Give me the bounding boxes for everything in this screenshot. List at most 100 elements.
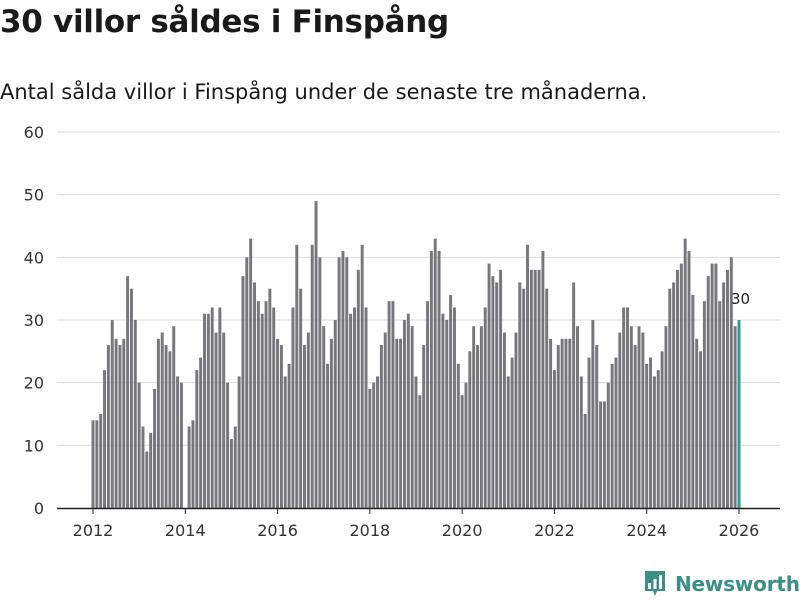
bar bbox=[141, 426, 145, 508]
bar bbox=[476, 345, 479, 508]
x-tick-label: 2024 bbox=[626, 521, 667, 540]
bar bbox=[572, 282, 576, 508]
x-tick-label: 2016 bbox=[257, 521, 298, 540]
bar bbox=[172, 326, 176, 508]
bar bbox=[514, 332, 518, 508]
y-tick-label: 10 bbox=[24, 436, 44, 455]
bar bbox=[552, 370, 556, 508]
bar bbox=[226, 382, 230, 508]
bar bbox=[499, 269, 503, 508]
bar bbox=[479, 326, 483, 508]
bar bbox=[206, 313, 210, 508]
bar bbox=[529, 269, 533, 508]
bar bbox=[391, 301, 395, 508]
bar bbox=[360, 244, 364, 509]
bar bbox=[276, 338, 280, 508]
bar bbox=[591, 320, 595, 508]
bar bbox=[656, 370, 660, 508]
bar bbox=[649, 357, 653, 508]
bar bbox=[199, 357, 203, 508]
bar bbox=[729, 257, 733, 508]
bar bbox=[295, 244, 299, 509]
bar bbox=[326, 363, 330, 508]
bar bbox=[695, 338, 699, 508]
bar bbox=[699, 351, 703, 508]
bar bbox=[156, 338, 160, 508]
bar bbox=[222, 332, 226, 508]
bar bbox=[718, 301, 722, 508]
bar bbox=[160, 332, 164, 508]
bar bbox=[356, 269, 360, 508]
newsworthy-logo-icon bbox=[645, 571, 665, 596]
bar bbox=[614, 357, 618, 508]
bar bbox=[299, 288, 303, 508]
y-tick-label: 40 bbox=[24, 248, 44, 267]
bar bbox=[502, 332, 506, 508]
bar bbox=[468, 351, 472, 508]
bar bbox=[233, 426, 237, 508]
bar bbox=[645, 363, 649, 508]
bar bbox=[399, 338, 403, 508]
bar bbox=[506, 376, 510, 508]
y-tick-label: 50 bbox=[24, 186, 44, 205]
bar bbox=[379, 345, 383, 508]
bar bbox=[129, 288, 133, 508]
bar bbox=[587, 357, 591, 508]
bar bbox=[329, 338, 333, 508]
bar bbox=[187, 426, 191, 508]
bar bbox=[237, 376, 241, 508]
bar bbox=[660, 351, 664, 508]
bar bbox=[687, 251, 691, 509]
bar bbox=[118, 345, 122, 508]
bar bbox=[526, 244, 529, 509]
bar bbox=[256, 301, 260, 508]
bar-chart: 0 10 20 30 40 50 60 2012 2014 2016 2018 2020 2022 202… bbox=[24, 123, 780, 540]
bar bbox=[318, 257, 322, 508]
bar bbox=[576, 326, 579, 508]
bar bbox=[618, 332, 622, 508]
bar bbox=[210, 307, 214, 508]
bar bbox=[422, 345, 426, 508]
bar bbox=[622, 307, 626, 508]
bar bbox=[549, 338, 553, 508]
bar bbox=[568, 338, 572, 508]
bar bbox=[126, 276, 130, 508]
bar bbox=[691, 294, 695, 508]
bar bbox=[364, 307, 368, 508]
bar bbox=[195, 370, 199, 508]
chart-title: 30 villor såldes i Finspång bbox=[0, 4, 449, 40]
bar bbox=[368, 388, 372, 508]
bar bbox=[260, 313, 264, 508]
bar bbox=[283, 376, 287, 508]
bar bbox=[179, 382, 183, 508]
x-tick-label: 2026 bbox=[719, 521, 760, 540]
bar bbox=[322, 326, 326, 508]
bar bbox=[522, 288, 526, 508]
bar bbox=[668, 288, 672, 508]
bar bbox=[249, 238, 253, 509]
x-tick-label: 2022 bbox=[534, 521, 575, 540]
x-tick-label: 2014 bbox=[165, 521, 206, 540]
bar bbox=[679, 263, 683, 508]
bar bbox=[410, 326, 414, 508]
highlight-data-label: 30 bbox=[731, 290, 750, 308]
bar bbox=[99, 414, 103, 508]
bar bbox=[114, 338, 118, 508]
bar bbox=[445, 320, 449, 508]
bar bbox=[110, 320, 114, 508]
x-tick-label: 2012 bbox=[73, 521, 114, 540]
bar bbox=[103, 370, 107, 508]
bar bbox=[518, 282, 522, 508]
bar bbox=[537, 269, 541, 508]
bar bbox=[337, 257, 341, 508]
bar bbox=[433, 238, 437, 509]
y-tick-label: 30 bbox=[24, 311, 44, 330]
bar bbox=[676, 269, 679, 508]
bar bbox=[418, 395, 422, 508]
bar bbox=[395, 338, 399, 508]
bar bbox=[722, 282, 726, 508]
bar bbox=[626, 307, 629, 508]
bar bbox=[560, 338, 564, 508]
bar bbox=[314, 200, 318, 508]
bar bbox=[556, 345, 560, 508]
